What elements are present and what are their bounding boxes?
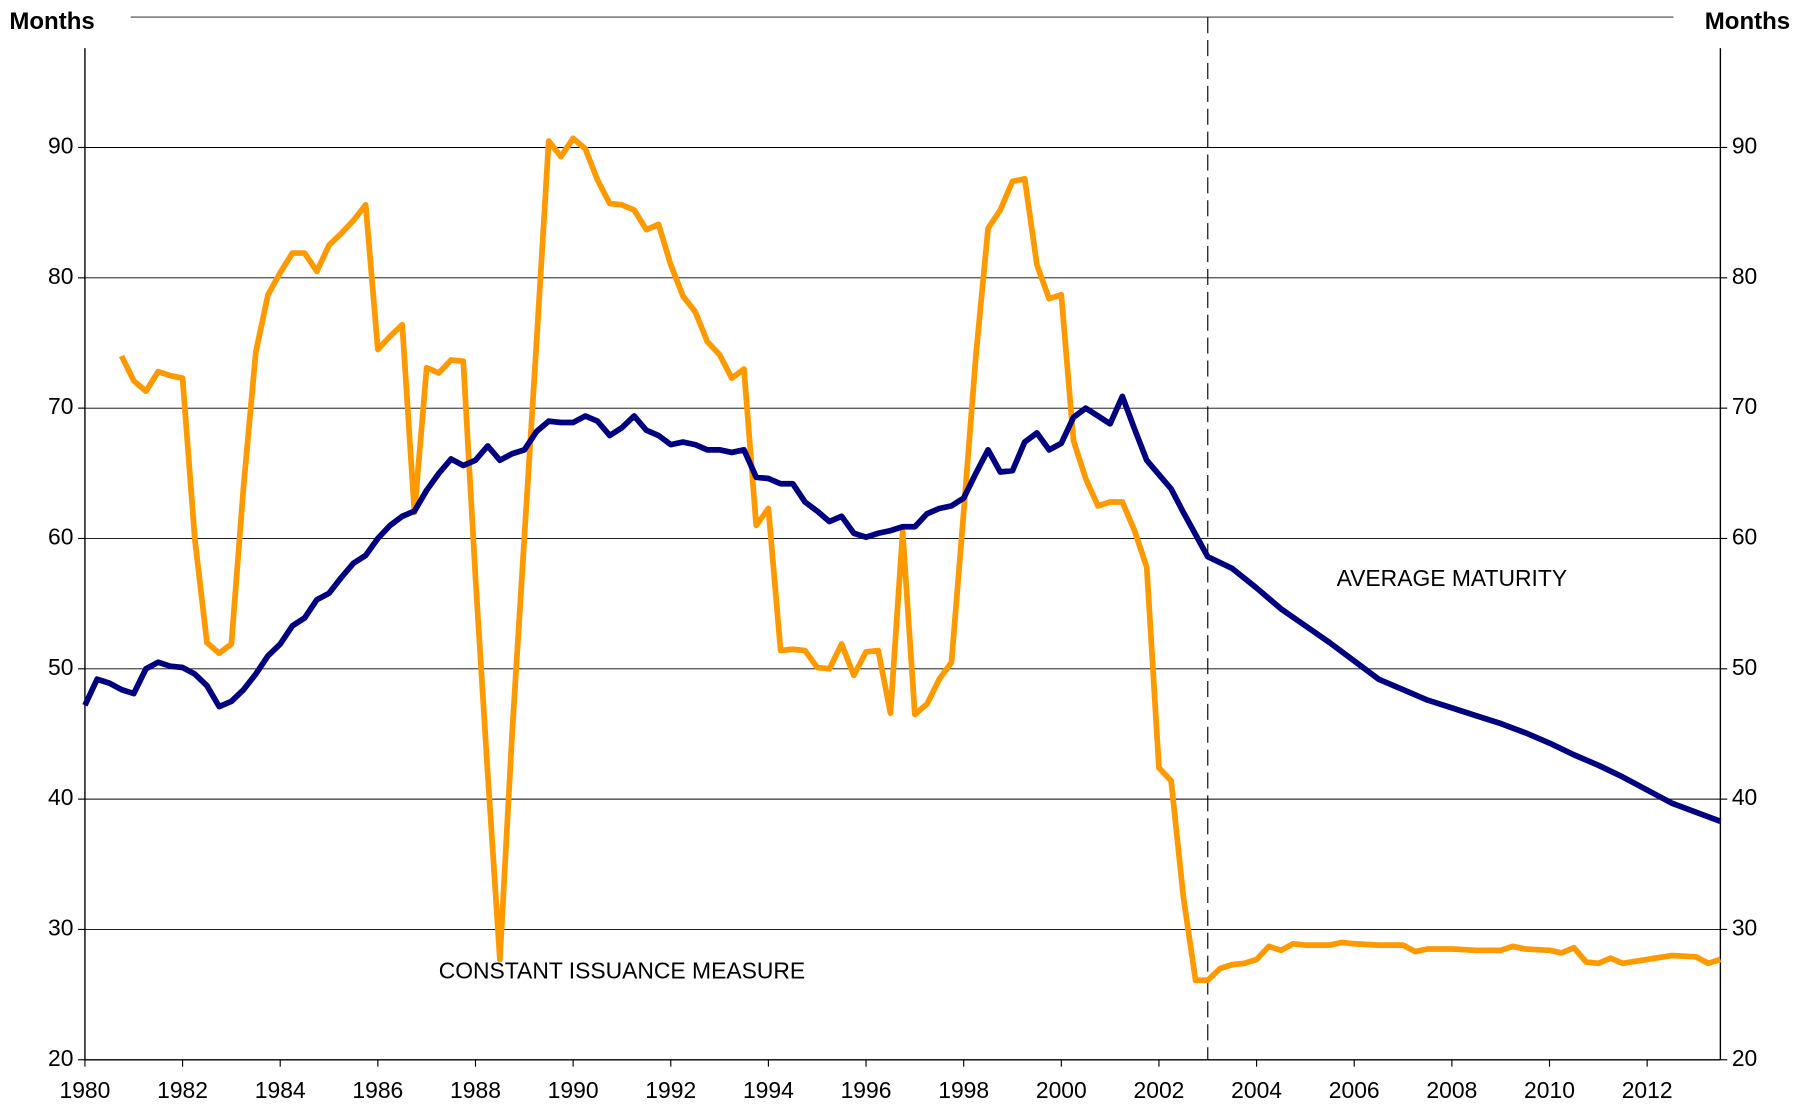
x-tick-label: 2004 [1231, 1077, 1282, 1103]
y-axis-label: Months [9, 8, 94, 35]
x-tick-label: 1988 [450, 1077, 501, 1103]
x-tick-label: 2010 [1524, 1077, 1575, 1103]
x-tick-label: 1986 [352, 1077, 403, 1103]
y-tick-label: 80 [48, 263, 73, 289]
x-tick-label: 1998 [938, 1077, 989, 1103]
y2-tick-label: 40 [1732, 784, 1757, 810]
x-tick-label: 2002 [1134, 1077, 1185, 1103]
y-tick-label: 30 [48, 914, 73, 940]
x-tick-label: 1992 [645, 1077, 696, 1103]
annotation: AVERAGE MATURITY [1337, 565, 1567, 591]
series-line [82, 393, 1722, 824]
annotation: CONSTANT ISSUANCE MEASURE [439, 958, 805, 984]
y2-tick-label: 30 [1732, 914, 1757, 940]
y2-tick-label: 60 [1732, 524, 1757, 550]
y2-tick-label: 80 [1732, 263, 1757, 289]
series-line [118, 135, 1722, 984]
y-tick-label: 20 [48, 1045, 73, 1071]
x-tick-label: 1980 [59, 1077, 110, 1103]
y2-axis-label: Months [1705, 8, 1790, 35]
x-tick-label: 1996 [841, 1077, 892, 1103]
x-tick-label: 1984 [255, 1077, 306, 1103]
y-tick-label: 40 [48, 784, 73, 810]
y2-tick-label: 70 [1732, 393, 1757, 419]
x-tick-label: 2008 [1426, 1077, 1477, 1103]
x-tick-label: 2006 [1329, 1077, 1380, 1103]
y-tick-label: 60 [48, 524, 73, 550]
y2-tick-label: 20 [1732, 1045, 1757, 1071]
y-tick-label: 50 [48, 654, 73, 680]
y2-tick-label: 50 [1732, 654, 1757, 680]
y2-tick-label: 90 [1732, 133, 1757, 159]
y-tick-label: 90 [48, 133, 73, 159]
x-tick-label: 2000 [1036, 1077, 1087, 1103]
x-tick-label: 1982 [157, 1077, 208, 1103]
x-tick-label: 2012 [1622, 1077, 1673, 1103]
x-tick-label: 1990 [548, 1077, 599, 1103]
x-tick-label: 1994 [743, 1077, 794, 1103]
y-tick-label: 70 [48, 393, 73, 419]
